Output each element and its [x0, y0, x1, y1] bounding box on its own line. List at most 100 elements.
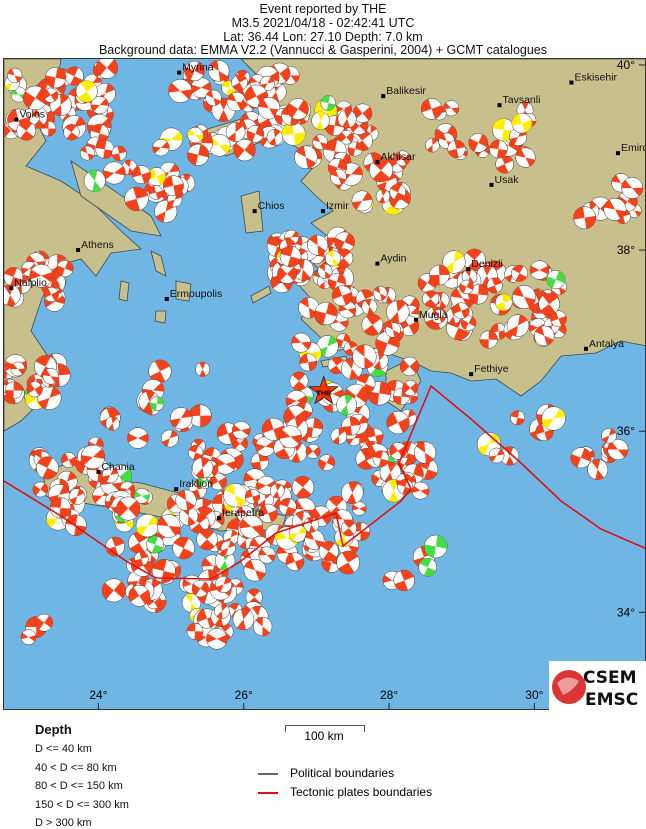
focal-mechanism [231, 74, 248, 91]
focal-mechanism [488, 447, 505, 464]
focal-mechanism [134, 487, 150, 504]
focal-mechanism [394, 150, 411, 167]
focal-mechanism [312, 134, 328, 150]
focal-mechanism [607, 439, 629, 461]
focal-mechanism [4, 381, 23, 400]
focal-mechanism [479, 330, 498, 349]
legend-tectonic: Tectonic plates boundaries [258, 785, 432, 799]
focal-mechanism [314, 301, 338, 326]
svg-text:CSEM: CSEM [583, 668, 637, 688]
svg-text:Denizli: Denizli [471, 258, 503, 270]
focal-mechanism [468, 284, 489, 305]
focal-mechanism [303, 516, 320, 533]
focal-mechanism [336, 394, 357, 416]
focal-mechanism [447, 139, 466, 158]
focal-mechanism [452, 302, 470, 320]
focal-mechanism [43, 286, 59, 303]
focal-mechanism [341, 481, 364, 505]
svg-text:Myrina: Myrina [182, 62, 214, 74]
svg-text:Athens: Athens [81, 239, 114, 251]
svg-text:Emirdag: Emirdag [621, 142, 646, 154]
focal-mechanism [420, 98, 443, 120]
event-star-icon[interactable] [308, 375, 340, 405]
seismicity-map[interactable]: 24° 26° 28° 30° 34° 36° 38° 40° Myrina Balikesir… [3, 58, 646, 710]
focal-mechanism [205, 89, 222, 107]
focal-mechanism [192, 457, 214, 479]
focal-mechanism [603, 197, 627, 221]
focal-mechanism [168, 79, 193, 103]
event-marker[interactable]: THE [308, 375, 340, 405]
focal-mechanism [269, 483, 285, 499]
focal-mechanism [460, 315, 477, 331]
focal-mechanism [190, 77, 212, 99]
focal-mechanism [304, 529, 325, 550]
focal-mechanism [225, 122, 246, 142]
focal-mechanism [307, 234, 328, 256]
focal-mechanism [45, 67, 67, 89]
depth-class-3: 80 < D <= 150 km [35, 780, 123, 792]
lon-tick-label: 28° [380, 688, 398, 702]
focal-mechanism [239, 514, 263, 539]
focal-mechanism [196, 528, 218, 551]
focal-mechanism [278, 498, 297, 516]
focal-mechanism [245, 588, 263, 606]
focal-mechanism [175, 489, 197, 511]
focal-mechanism [431, 309, 446, 324]
focal-mechanism [318, 541, 339, 562]
focal-mechanism [316, 335, 339, 358]
focal-mechanism [621, 177, 644, 199]
focal-mechanism [331, 285, 353, 307]
focal-mechanism [414, 441, 437, 464]
focal-mechanism [161, 429, 179, 448]
focal-mechanism [195, 361, 211, 377]
focal-mechanism [4, 267, 24, 287]
focal-mechanism [340, 520, 357, 537]
focal-mechanism [178, 506, 199, 526]
city-chios: Chios [252, 200, 285, 214]
city-athens: Athens [76, 239, 114, 253]
focal-mechanism [367, 427, 384, 445]
lat-tick-label: 40° [617, 59, 635, 72]
focal-mechanism [111, 145, 127, 161]
city-nafplio: Nafplio [9, 277, 47, 291]
city-ermoupolis: Ermoupolis [164, 288, 222, 301]
focal-mechanism [10, 86, 27, 103]
focal-mechanism [214, 603, 230, 619]
svg-text:Izmir: Izmir [326, 200, 349, 212]
focal-mechanism [36, 456, 59, 480]
lon-tick-label: 30° [525, 688, 543, 702]
city-emirdag: Emirdag [615, 142, 646, 156]
city-izmir: Izmir [320, 200, 349, 214]
header-agency: Event reported by THE [259, 2, 387, 16]
focal-mechanism [134, 551, 149, 567]
focal-mechanism [361, 314, 384, 336]
land-cyclades [118, 250, 272, 324]
focal-mechanism [330, 427, 348, 445]
svg-text:Mugla: Mugla [419, 309, 448, 321]
city-myrina: Myrina [177, 62, 214, 75]
header-location: Lat: 36.44 Lon: 27.10 Depth: 7.0 km [223, 30, 423, 44]
svg-text:Nafplio: Nafplio [14, 277, 47, 289]
focal-mechanism [352, 103, 373, 123]
focal-mechanism [152, 138, 170, 157]
city-iraklion: Iraklion [174, 478, 213, 492]
focal-mechanism [220, 540, 236, 556]
focal-mechanism [258, 546, 276, 564]
svg-text:Eskisehir: Eskisehir [574, 72, 617, 84]
focal-mechanism [587, 459, 609, 480]
svg-text:Tavsanli: Tavsanli [503, 94, 541, 106]
focal-mechanism [101, 578, 126, 603]
focal-mechanism [318, 454, 336, 472]
focal-mechanism [101, 466, 119, 484]
focal-mechanism [393, 569, 415, 592]
focal-mechanism [463, 248, 486, 272]
city-volos: Volos [14, 109, 45, 122]
svg-text:Iraklion: Iraklion [179, 478, 213, 490]
depth-class-1: D <= 40 km [35, 743, 92, 755]
focal-mechanism [325, 250, 342, 267]
legend-political: Political boundaries [258, 766, 394, 780]
focal-mechanism [336, 550, 360, 575]
focal-mechanism [4, 284, 21, 306]
depth-legend-title: Depth [35, 722, 72, 737]
